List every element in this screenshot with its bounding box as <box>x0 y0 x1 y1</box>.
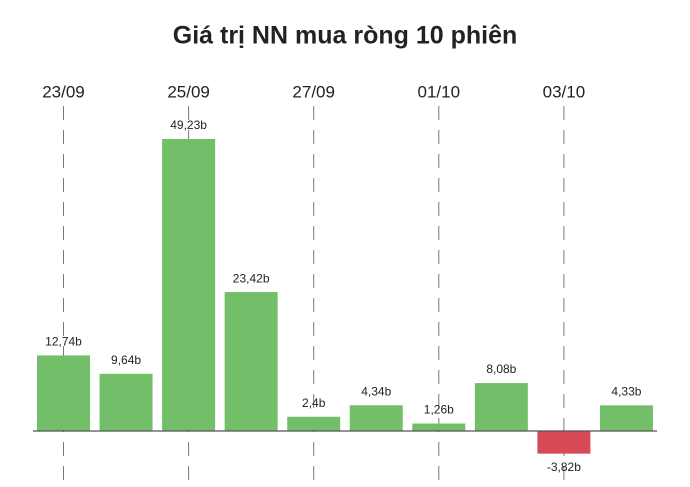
value-label: 49,23b <box>170 118 207 132</box>
chart-title: Giá trị NN mua ròng 10 phiên <box>173 22 518 50</box>
x-tick-label: 23/09 <box>42 82 85 101</box>
bar <box>162 139 216 431</box>
bar <box>412 423 466 431</box>
bar <box>99 373 153 431</box>
value-label: 2,4b <box>302 396 326 410</box>
value-label: 1,26b <box>424 403 454 417</box>
x-tick-label: 01/10 <box>418 82 461 101</box>
bar <box>287 416 341 431</box>
bar <box>37 355 90 431</box>
bar <box>537 431 591 454</box>
value-label: 12,74b <box>45 335 82 349</box>
value-label: 4,34b <box>361 384 391 398</box>
value-label: 23,42b <box>233 271 270 285</box>
value-label: 9,64b <box>111 353 141 367</box>
value-label: 8,08b <box>486 362 516 376</box>
x-tick-label: 25/09 <box>167 82 210 101</box>
value-label: -3,82b <box>547 460 581 474</box>
x-tick-label: 03/10 <box>543 82 586 101</box>
bar <box>349 405 403 431</box>
value-label: 4,33b <box>611 384 641 398</box>
bar <box>474 383 528 431</box>
bar <box>599 405 653 431</box>
x-tick-label: 27/09 <box>292 82 335 101</box>
bar <box>224 292 278 431</box>
